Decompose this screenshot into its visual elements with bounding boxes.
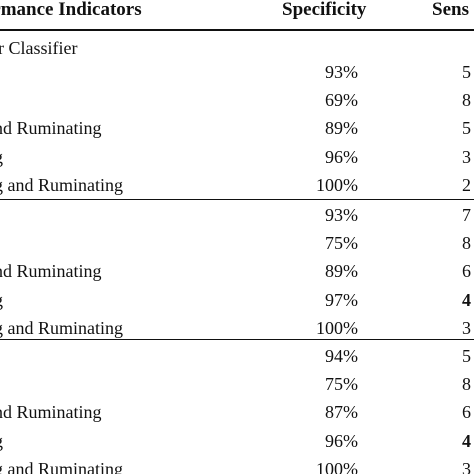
row-specificity: 69%	[325, 90, 358, 111]
row-sensitivity: 8	[462, 374, 471, 395]
row-sensitivity: 5	[462, 62, 471, 82]
row-sensitivity: 4	[462, 430, 471, 451]
row-label: g and Ruminating	[0, 317, 123, 338]
row-specificity: 89%	[325, 261, 358, 282]
row-specificity: 93%	[325, 205, 358, 225]
row-specificity: 97%	[325, 289, 358, 310]
header-performance-indicators: Performance Indicators	[0, 0, 142, 20]
row-sensitivity: 5	[462, 346, 471, 366]
row-sensitivity: 8	[462, 90, 471, 111]
row-specificity: 94%	[325, 346, 358, 366]
row-label: nd Ruminating	[0, 402, 102, 423]
row-sensitivity: 2	[462, 174, 471, 195]
section-title-classifier: r Classifier	[0, 38, 78, 58]
row-specificity: 89%	[325, 118, 358, 139]
header-sensitivity: Sens	[432, 0, 469, 20]
row-sensitivity: 8	[462, 233, 471, 254]
row-sensitivity: 4	[462, 289, 471, 310]
row-specificity: 100%	[316, 174, 358, 195]
row-label: g	[0, 429, 3, 453]
row-label: nd Ruminating	[0, 118, 102, 139]
row-sensitivity: 6	[462, 261, 471, 282]
row-sensitivity: 6	[462, 402, 471, 423]
row-label: g and Ruminating	[0, 174, 123, 195]
group-divider	[0, 199, 474, 200]
row-specificity: 96%	[325, 146, 358, 167]
header-specificity: Specificity	[282, 0, 367, 20]
row-specificity: 75%	[325, 233, 358, 254]
row-specificity: 93%	[325, 62, 358, 82]
row-specificity: 96%	[325, 430, 358, 451]
row-label: g and Ruminating	[0, 458, 123, 474]
row-label: g	[0, 145, 3, 169]
row-specificity: 75%	[325, 374, 358, 395]
group-divider	[0, 339, 474, 340]
row-specificity: 100%	[316, 458, 358, 474]
row-sensitivity: 7	[462, 205, 471, 225]
row-sensitivity: 3	[462, 146, 471, 167]
row-specificity: 87%	[325, 402, 358, 423]
row-sensitivity: 3	[462, 317, 471, 338]
row-specificity: 100%	[316, 317, 358, 338]
row-label: g	[0, 288, 3, 312]
row-sensitivity: 5	[462, 118, 471, 139]
row-label: nd Ruminating	[0, 261, 102, 282]
row-sensitivity: 3	[462, 458, 471, 474]
header-rule	[0, 29, 474, 31]
